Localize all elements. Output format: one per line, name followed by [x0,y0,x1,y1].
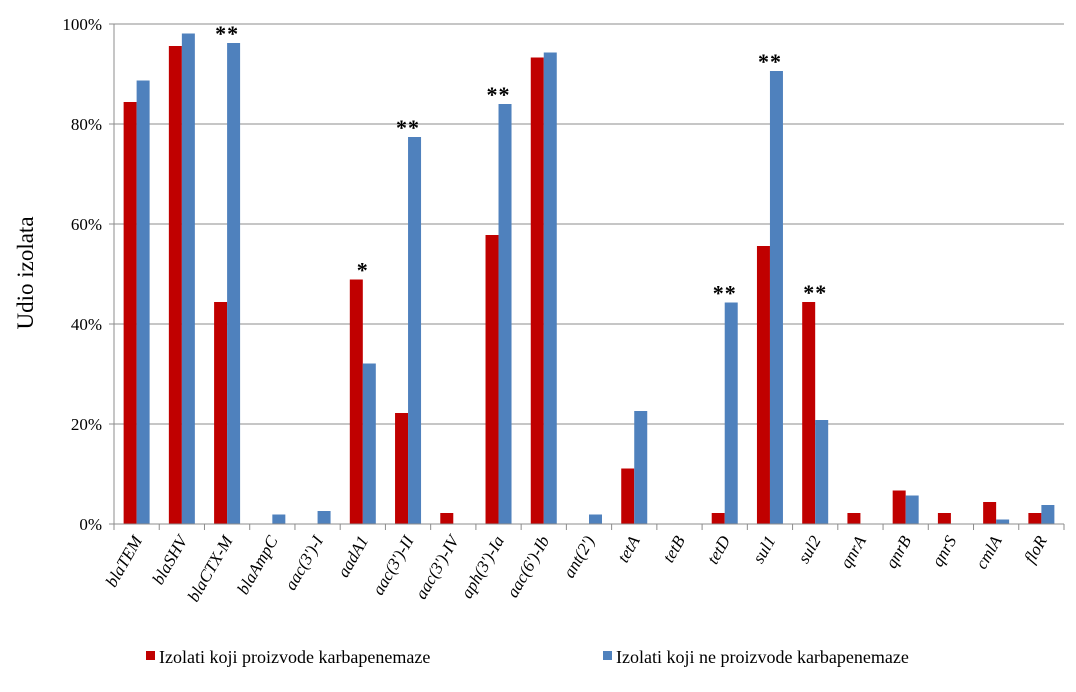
bar [621,468,635,524]
x-tick-label: aac(6')-Ib [503,533,553,601]
bar [1041,505,1055,524]
y-axis-label: Udio izolata [13,216,38,329]
y-axis-ticks: 0% 20% 40% 60% 80% 100% [62,15,102,534]
bar [349,279,363,524]
significance-marker: ** [487,82,511,107]
x-tick-label: floR [1020,532,1051,567]
bar [756,246,770,524]
bar [227,43,241,524]
bar [892,490,906,524]
bar [395,413,409,524]
bar [440,513,454,524]
bar [408,137,422,524]
significance-marker: ** [803,280,827,305]
bar [769,71,783,524]
annotations: ************* [215,21,827,306]
x-tick-label: tetD [703,532,734,567]
y-tick-label: 0% [79,515,102,534]
y-tick-label: 20% [71,415,102,434]
y-tick-label: 40% [71,315,102,334]
significance-marker: ** [758,49,782,74]
x-tick-label: blaSHV [148,530,192,588]
legend-swatch [603,651,612,660]
bar [1028,513,1042,524]
significance-marker: ** [215,21,239,46]
bar [181,33,195,524]
y-tick-label: 100% [62,15,102,34]
bar [589,514,602,524]
x-tick-label: cmlA [972,532,1006,572]
bar [815,420,829,524]
bar [905,495,919,524]
x-tick-label: tetB [659,532,689,566]
y-tick-label: 60% [71,215,102,234]
x-tick-label: qnrS [928,532,961,570]
x-tick-label: blaTEM [102,532,147,590]
x-tick-label: sul1 [749,533,780,567]
axes [109,23,1065,530]
x-tick-label: aac(3')-IV [411,530,464,602]
bar [136,80,150,524]
x-tick-label: ant(2') [559,532,598,581]
bar [847,513,861,524]
bar [996,519,1010,524]
bar [272,514,286,524]
x-tick-label: aac(3')-II [369,531,419,598]
x-tick-label: aadA1 [334,533,373,581]
bar [530,57,544,524]
bar [362,363,376,524]
bar [485,235,499,524]
significance-marker: ** [396,115,420,140]
significance-marker: * [357,258,369,283]
bar [937,513,951,524]
x-tick-label: aac(3')-I [281,531,328,593]
x-tick-label: tetA [614,532,644,566]
x-tick-label: qnrB [882,532,916,571]
bar [543,52,557,524]
bar [634,411,648,524]
x-tick-label: aph(3')-Ia [457,533,508,602]
bars [123,33,1055,524]
bar [724,302,738,524]
bar [802,302,816,524]
legend-swatch [146,651,155,660]
bar [983,502,997,524]
bar [168,46,182,524]
x-tick-label: blaAmpC [233,532,282,598]
bar [214,302,228,524]
bar [123,102,137,524]
legend: Izolati koji proizvode karbapenemaze Izol… [146,647,909,667]
bar [317,511,331,524]
bar [711,513,725,524]
x-tick-label: qnrA [836,532,870,571]
x-tick-label: blaCTX-M [184,532,237,605]
grid-lines [114,23,1064,425]
legend-label: Izolati koji ne proizvode karbapenemaze [616,647,909,667]
significance-marker: ** [713,281,737,306]
y-tick-label: 80% [71,115,102,134]
legend-label: Izolati koji proizvode karbapenemaze [159,647,430,667]
bar [498,104,512,524]
x-tick-label: sul2 [794,532,825,566]
